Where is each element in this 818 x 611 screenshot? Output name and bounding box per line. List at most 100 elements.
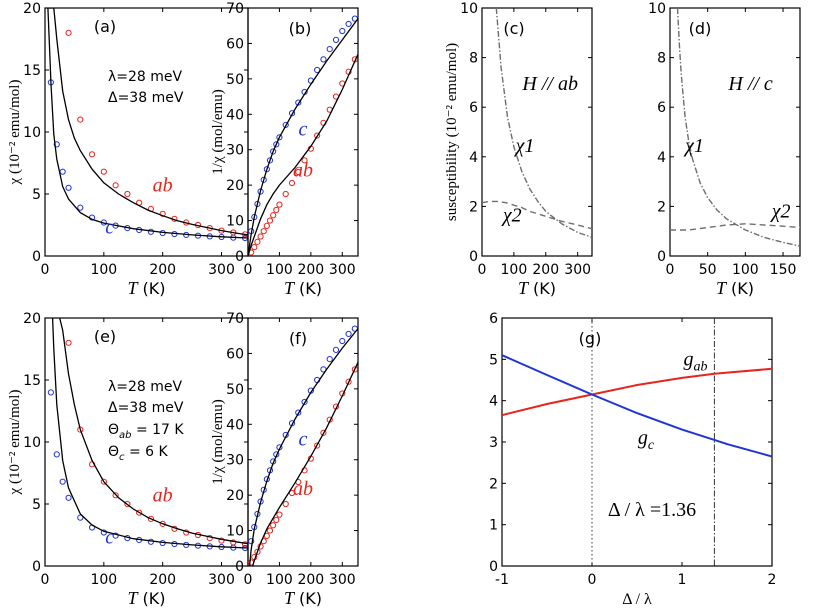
y-axis-label: 1/χ (mol/emu) xyxy=(210,399,226,484)
panel-title: H // c xyxy=(727,73,773,95)
data-point-c xyxy=(248,538,255,545)
data-point-ab xyxy=(88,151,96,158)
data-point-ab xyxy=(270,212,277,219)
data-point-ab xyxy=(301,157,308,164)
plot-area xyxy=(502,354,772,458)
panel-label: (a) xyxy=(94,17,116,36)
series-label: χ1 xyxy=(514,135,535,157)
data-point-c xyxy=(53,141,60,148)
series-line-c-fit xyxy=(248,328,358,566)
y-tick-label: 8 xyxy=(657,51,666,67)
annotation-ratio: Δ / λ =1.36 xyxy=(608,499,696,521)
annotation-theta-ab: Θab = 17 K xyxy=(108,422,184,441)
y-tick-label: 40 xyxy=(226,417,244,433)
y-tick-label: 0 xyxy=(469,249,478,265)
data-point-c xyxy=(301,398,308,406)
data-point-c xyxy=(273,141,280,148)
x-tick-label: 200 xyxy=(149,262,176,278)
x-axis-label: T (K) xyxy=(284,588,322,608)
data-point-c xyxy=(345,330,352,338)
data-point-ab xyxy=(266,217,274,224)
panel-label: (c) xyxy=(503,19,524,38)
data-point-c xyxy=(339,337,346,345)
series-line-ab-fit xyxy=(248,53,358,256)
y-tick-label: 10 xyxy=(648,1,666,17)
data-point-ab xyxy=(136,509,143,516)
series-label: ab xyxy=(293,159,313,181)
y-tick-label: 6 xyxy=(469,100,478,116)
series-label: c xyxy=(105,217,114,239)
series-line-g_c xyxy=(502,354,772,458)
y-tick-label: 0 xyxy=(32,559,41,575)
data-point-c xyxy=(339,27,346,35)
data-point-ab xyxy=(218,537,225,544)
data-point-ab xyxy=(65,29,72,36)
panel-label: (b) xyxy=(289,19,312,38)
data-point-c xyxy=(65,494,72,501)
data-point-ab xyxy=(159,520,166,527)
y-tick-label: 6 xyxy=(489,311,498,327)
y-tick-label: 70 xyxy=(226,311,244,327)
data-point-c xyxy=(53,451,60,458)
series-label: gc xyxy=(638,427,655,453)
y-tick-label: 0 xyxy=(489,559,498,575)
x-axis-label: T (K) xyxy=(518,278,556,298)
plot-frame xyxy=(247,7,359,257)
y-tick-label: 20 xyxy=(23,311,41,327)
y-tick-label: 0 xyxy=(235,249,244,265)
y-tick-label: 60 xyxy=(226,346,244,362)
x-axis-label: T (K) xyxy=(127,278,165,298)
series-line-χ2 xyxy=(670,223,800,231)
data-point-c xyxy=(332,36,340,43)
panel-label: (e) xyxy=(94,327,116,346)
series-line-c-fit xyxy=(51,318,248,549)
y-axis-label: 1/χ (mol/emu) xyxy=(210,89,226,174)
x-tick-label: -1 xyxy=(495,572,509,588)
y-tick-label: 5 xyxy=(489,352,498,368)
plot-area xyxy=(670,8,800,247)
panel-d: 0 50 100 150 0 2 4 6 8 10 χ1 χ2 (d) H // c T (K) xyxy=(648,1,801,298)
y-tick-label: 20 xyxy=(226,488,244,504)
series-line-χ1 xyxy=(676,8,800,247)
data-point-c xyxy=(295,409,302,416)
data-point-c xyxy=(147,228,155,235)
data-point-ab xyxy=(276,511,283,518)
x-tick-label: 200 xyxy=(149,572,176,588)
data-point-ab xyxy=(251,244,258,251)
x-tick-label: 100 xyxy=(266,572,293,588)
x-tick-label: 300 xyxy=(329,572,356,588)
y-tick-label: 4 xyxy=(657,150,666,166)
data-point-c xyxy=(147,538,155,545)
plot-frame xyxy=(669,7,801,257)
y-tick-label: 40 xyxy=(226,107,244,123)
y-tick-label: 50 xyxy=(226,72,244,88)
plot-area xyxy=(47,8,248,242)
data-point-c xyxy=(59,478,66,485)
y-axis-label: susceptibility (10⁻² emu/mol) xyxy=(444,43,460,221)
data-point-c xyxy=(314,66,321,74)
y-tick-label: 10 xyxy=(23,435,41,451)
data-point-ab xyxy=(276,201,283,208)
series-label: c xyxy=(105,527,114,549)
x-tick-label: 300 xyxy=(208,572,235,588)
plot-area xyxy=(248,325,358,566)
series-label: ab xyxy=(153,485,173,507)
y-tick-label: 5 xyxy=(32,187,41,203)
y-tick-label: 50 xyxy=(226,382,244,398)
x-axis-label: Δ / λ xyxy=(622,591,652,608)
plot-frame xyxy=(481,7,593,257)
series-label: c xyxy=(299,119,308,141)
data-point-ab xyxy=(124,190,131,198)
y-tick-label: 8 xyxy=(469,51,478,67)
y-tick-label: 1 xyxy=(489,518,498,534)
data-point-ab xyxy=(159,210,166,217)
y-tick-label: 30 xyxy=(226,453,244,469)
data-point-ab xyxy=(100,478,107,485)
x-tick-label: 0 xyxy=(478,262,487,278)
series-label: ab xyxy=(293,478,313,500)
data-point-c xyxy=(77,514,84,521)
data-point-ab xyxy=(112,492,119,499)
y-tick-label: 10 xyxy=(460,1,478,17)
